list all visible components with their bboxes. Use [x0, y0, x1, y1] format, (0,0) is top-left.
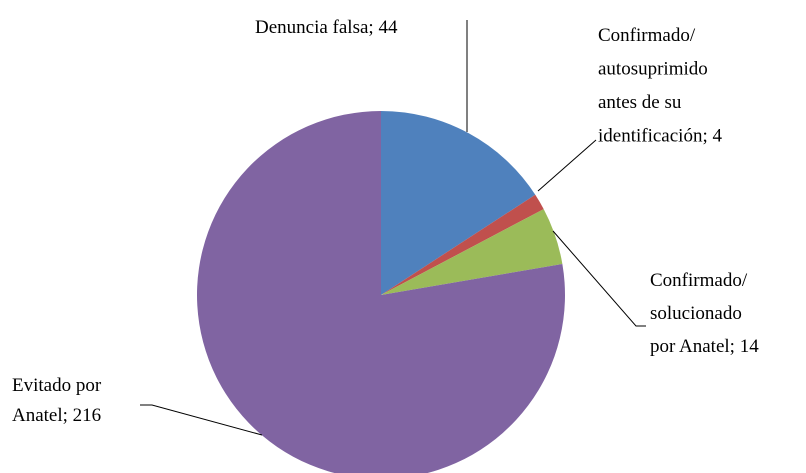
data-label: Confirmado/	[650, 270, 748, 291]
data-label: por Anatel; 14	[650, 336, 759, 357]
data-label: identificación; 4	[598, 126, 722, 147]
leader-line	[140, 404, 263, 436]
leader-line	[552, 230, 646, 327]
pie	[197, 111, 565, 473]
data-label: antes de su	[598, 92, 682, 113]
data-label: Evitado por	[12, 375, 102, 396]
pie-slice	[197, 111, 565, 473]
leader-line	[537, 139, 597, 192]
data-label: Confirmado/	[598, 25, 696, 46]
data-label: Denuncia falsa; 44	[255, 17, 398, 38]
pie-slice	[381, 111, 536, 295]
data-label: autosuprimido	[598, 59, 708, 80]
pie-slice	[381, 194, 544, 295]
data-label: solucionado	[650, 303, 742, 324]
data-label: Anatel; 216	[12, 405, 101, 426]
pie-slice	[381, 209, 563, 295]
